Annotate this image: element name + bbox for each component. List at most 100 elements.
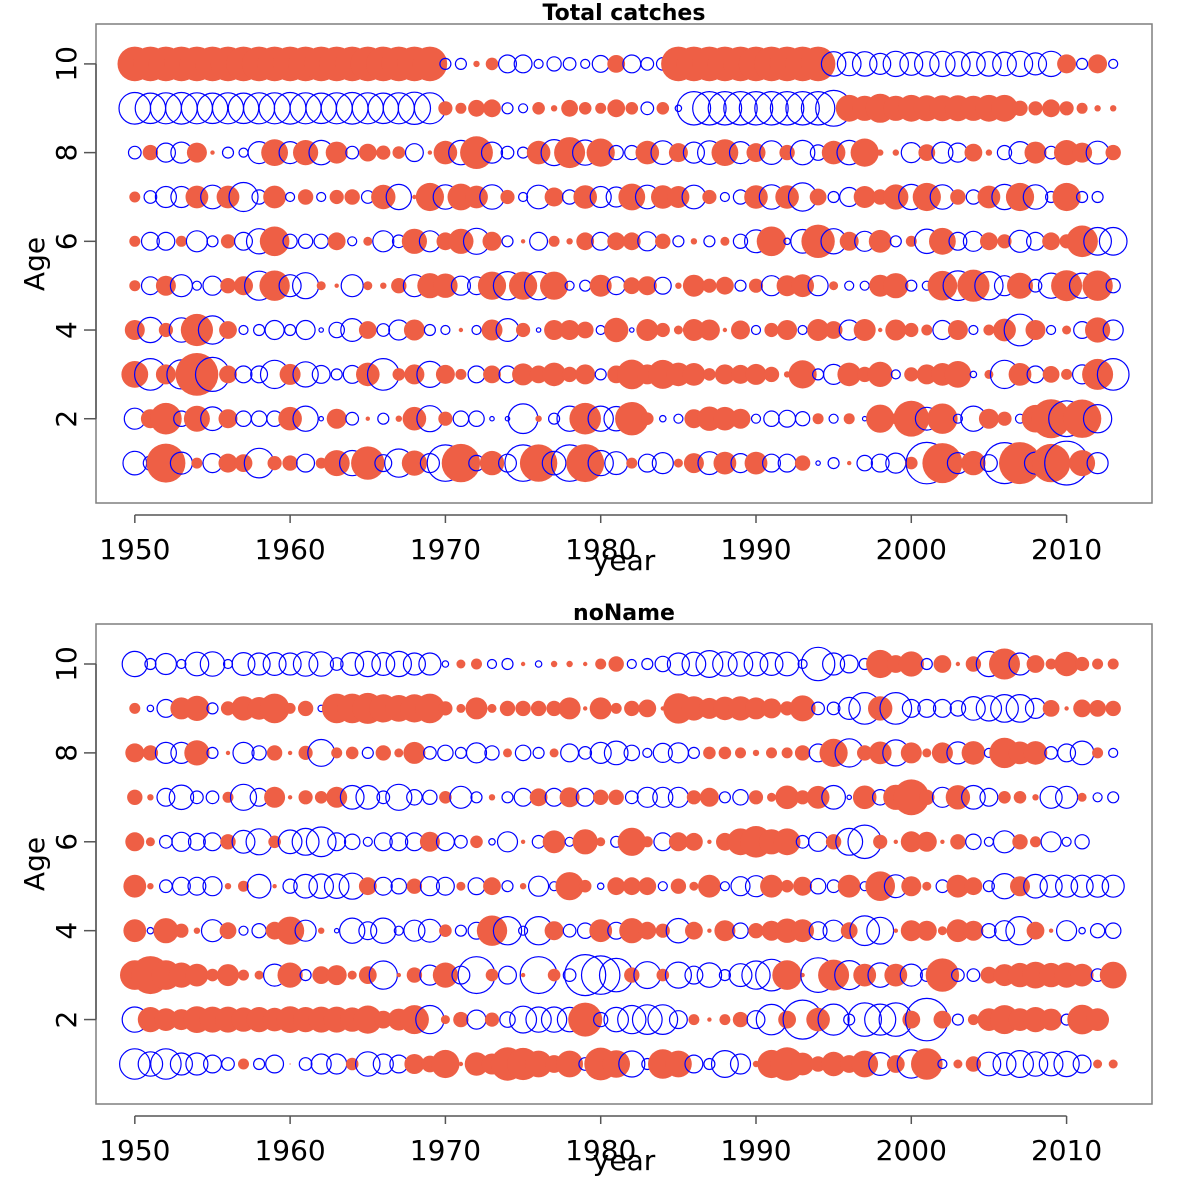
- bubble-negative: [376, 790, 391, 805]
- bubble-positive: [325, 141, 348, 164]
- bubble-positive: [623, 277, 641, 295]
- bubble-negative: [651, 452, 674, 475]
- bubble-positive: [1040, 1008, 1063, 1031]
- bubble-negative: [499, 1011, 516, 1028]
- bubble-positive: [735, 747, 746, 759]
- bubble-negative: [221, 146, 235, 159]
- bubble-negative: [501, 880, 514, 893]
- bubble-negative: [146, 926, 155, 935]
- bubble-negative: [501, 791, 514, 804]
- bubble-positive: [186, 142, 207, 163]
- bubble-negative: [305, 826, 337, 858]
- bubble-positive: [129, 702, 141, 714]
- bubble-negative: [870, 453, 890, 473]
- bubble-negative: [800, 91, 836, 126]
- bubble-positive: [427, 150, 433, 155]
- bubble-negative: [905, 279, 918, 292]
- bubble-negative: [761, 453, 781, 473]
- bubble-negative: [718, 791, 732, 804]
- bubble-positive: [438, 411, 453, 426]
- bubble-negative: [468, 410, 485, 427]
- bubble-positive: [961, 450, 986, 476]
- bubble-negative: [339, 784, 365, 810]
- bubble-positive: [933, 655, 952, 673]
- bubble-positive: [216, 185, 240, 209]
- y-tick-label: 8: [50, 144, 83, 162]
- bubble-positive: [791, 274, 814, 298]
- bubble-positive: [922, 881, 932, 891]
- bubble-negative: [684, 1054, 704, 1074]
- bubble-positive: [512, 363, 535, 386]
- y-tick-label: 6: [50, 232, 83, 250]
- bubble-negative: [1098, 226, 1128, 256]
- bubble-negative: [687, 746, 701, 760]
- bubble-positive: [1092, 747, 1104, 759]
- bubble-positive: [438, 701, 453, 716]
- bubble-negative: [732, 922, 749, 939]
- bubble-negative: [965, 833, 982, 851]
- bubble-positive: [520, 239, 526, 244]
- bubble-positive: [544, 921, 564, 941]
- bubble-negative: [658, 414, 667, 423]
- bubble-positive: [123, 919, 147, 943]
- bubble-positive: [529, 788, 548, 807]
- bubble-positive: [293, 140, 319, 166]
- bubble-positive: [946, 919, 970, 943]
- bubble-negative: [509, 1005, 538, 1034]
- bubble-positive: [850, 138, 879, 167]
- bubble-negative: [371, 651, 396, 676]
- bubble-negative: [674, 104, 683, 113]
- bubble-negative: [323, 873, 350, 899]
- bubble-positive: [515, 700, 531, 717]
- bubble-positive: [745, 697, 767, 720]
- bubble-positive: [406, 878, 423, 894]
- bubble-positive: [703, 368, 716, 381]
- bubble-negative: [144, 657, 157, 671]
- bubble-positive: [607, 232, 626, 251]
- bubble-negative: [759, 651, 784, 676]
- bubble-positive: [927, 270, 958, 301]
- bubble-positive: [961, 741, 986, 765]
- bubble-positive: [433, 140, 458, 165]
- chart-title: Total catches: [543, 1, 706, 26]
- bubble-negative: [330, 368, 343, 381]
- bubble-negative: [982, 880, 996, 893]
- bubble-positive: [465, 185, 488, 209]
- bubble-negative: [318, 327, 325, 333]
- bubble-positive: [556, 1050, 583, 1078]
- bubble-negative: [603, 740, 629, 766]
- bubble-negative: [176, 658, 187, 670]
- bubble-negative: [1028, 278, 1043, 293]
- bubble-positive: [374, 1010, 393, 1029]
- bubble-negative: [937, 1058, 948, 1070]
- bubble-negative: [920, 657, 933, 671]
- bubble-positive: [789, 695, 816, 722]
- bubble-positive: [220, 234, 236, 249]
- bubble-negative: [501, 235, 514, 248]
- bubble-negative: [517, 103, 529, 114]
- bubble-negative: [820, 51, 847, 77]
- bubble-negative: [228, 181, 259, 213]
- bubble-positive: [401, 228, 427, 254]
- bubble-negative: [251, 923, 267, 939]
- bubble-positive: [566, 660, 573, 668]
- bubble-negative: [578, 746, 593, 760]
- bubble-positive: [1042, 99, 1060, 118]
- bubble-positive: [142, 745, 159, 761]
- bubble-negative: [361, 746, 374, 760]
- bubble-negative: [589, 185, 612, 209]
- bubble-negative: [1091, 190, 1104, 204]
- y-tick-label: 2: [50, 410, 83, 428]
- bubble-positive: [794, 745, 811, 761]
- bubble-negative: [534, 660, 543, 668]
- bubble-positive: [617, 827, 646, 856]
- bubble-negative: [143, 190, 158, 204]
- bubble-positive: [732, 1011, 749, 1028]
- bubble-negative: [354, 650, 381, 678]
- bubble-negative: [140, 231, 160, 251]
- bubble-positive: [919, 789, 935, 805]
- bubble-negative: [541, 450, 567, 476]
- bubble-negative: [695, 649, 724, 678]
- bubble-negative: [808, 921, 828, 941]
- bubble-negative: [292, 405, 319, 432]
